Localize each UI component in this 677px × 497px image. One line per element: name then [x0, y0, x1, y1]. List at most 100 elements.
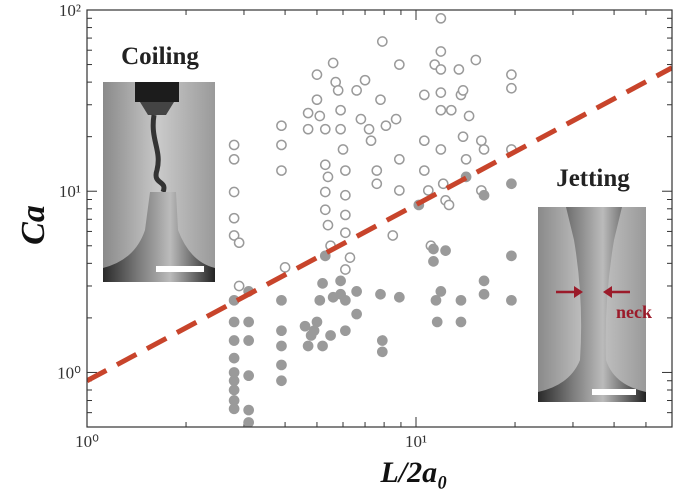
- data-point: [443, 199, 455, 211]
- data-point: [418, 135, 430, 147]
- data-point: [355, 113, 367, 125]
- data-point: [340, 209, 351, 221]
- data-point: [322, 171, 334, 183]
- data-point: [428, 243, 439, 255]
- data-point: [319, 204, 331, 216]
- data-point: [457, 85, 469, 96]
- data-point: [375, 288, 386, 300]
- data-point: [478, 288, 490, 300]
- data-point: [276, 120, 287, 132]
- data-point: [460, 153, 472, 165]
- data-point: [393, 291, 405, 303]
- data-point: [332, 85, 344, 96]
- annotation: Jetting: [556, 165, 630, 192]
- data-point: [276, 340, 287, 352]
- data-point: [228, 212, 240, 224]
- data-point: [311, 94, 323, 106]
- data-point: [457, 131, 469, 143]
- data-point: [243, 404, 255, 416]
- data-point: [276, 325, 287, 337]
- data-point: [506, 82, 517, 94]
- data-point: [340, 189, 351, 201]
- data-point: [340, 227, 351, 239]
- data-point: [228, 335, 240, 346]
- data-point: [228, 139, 240, 151]
- x-axis-label: L/2a₀: [379, 456, 447, 489]
- data-point: [476, 135, 487, 147]
- data-point: [228, 384, 240, 396]
- data-point: [322, 219, 334, 231]
- data-point: [455, 294, 467, 306]
- data-point: [393, 153, 405, 165]
- data-point: [327, 57, 339, 69]
- data-point: [228, 316, 240, 328]
- data-point: [243, 316, 255, 328]
- data-point: [335, 275, 346, 287]
- x-tick-label: 10¹: [405, 432, 427, 451]
- data-point: [435, 87, 447, 98]
- data-point: [302, 123, 314, 135]
- data-point: [319, 123, 331, 135]
- data-point: [340, 165, 351, 176]
- data-point: [276, 165, 287, 176]
- data-point: [445, 104, 457, 116]
- data-point: [371, 165, 383, 176]
- data-point: [506, 294, 517, 306]
- y-tick-label: 10²: [59, 1, 81, 20]
- trend-line: [87, 65, 672, 383]
- data-point: [314, 110, 326, 122]
- data-point: [387, 230, 399, 241]
- data-point: [435, 286, 447, 297]
- data-point: [335, 123, 346, 135]
- data-point: [376, 346, 388, 358]
- data-point: [455, 316, 467, 328]
- data-point: [435, 104, 447, 116]
- data-point: [470, 54, 482, 66]
- data-point: [317, 340, 328, 352]
- data-point: [478, 275, 490, 287]
- data-point: [317, 278, 328, 289]
- data-point: [279, 262, 291, 273]
- data-point: [365, 135, 377, 147]
- data-point: [380, 120, 392, 132]
- data-point: [371, 178, 383, 190]
- data-point: [276, 294, 287, 306]
- data-point: [376, 335, 388, 346]
- data-point: [233, 237, 245, 249]
- data-point: [453, 64, 465, 75]
- plot-frame: [86, 9, 673, 428]
- plot-area: [87, 12, 672, 427]
- data-point: [437, 178, 449, 190]
- data-point: [228, 230, 240, 241]
- data-point: [276, 359, 287, 371]
- data-point: [430, 294, 442, 306]
- data-point: [390, 113, 402, 125]
- jetting-inset: [538, 207, 646, 402]
- data-point: [435, 144, 447, 155]
- data-point: [435, 12, 447, 24]
- data-point: [233, 280, 245, 292]
- data-point: [325, 330, 336, 341]
- data-point: [314, 294, 326, 306]
- data-point: [228, 153, 240, 165]
- data-point: [243, 417, 255, 427]
- data-point: [506, 69, 517, 80]
- data-point: [428, 256, 439, 267]
- data-point: [478, 189, 490, 201]
- data-point: [418, 165, 430, 176]
- data-point: [344, 252, 356, 263]
- data-point: [376, 36, 388, 47]
- data-point: [351, 85, 362, 96]
- data-point: [340, 325, 351, 337]
- data-point: [351, 308, 362, 320]
- data-point: [335, 104, 346, 116]
- annotation: Coiling: [121, 43, 199, 70]
- data-point: [337, 144, 349, 155]
- coiling-inset: [103, 82, 215, 282]
- data-point: [440, 245, 451, 256]
- data-point: [506, 178, 517, 190]
- data-point: [228, 403, 240, 415]
- data-point: [340, 264, 351, 275]
- data-point: [319, 186, 331, 198]
